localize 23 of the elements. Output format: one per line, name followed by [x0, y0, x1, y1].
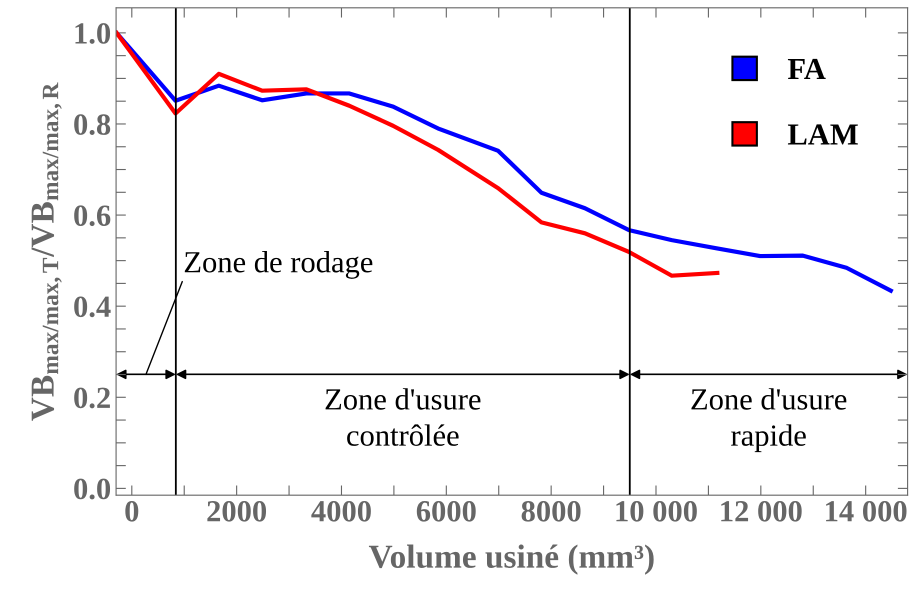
- y-tick-label: 1.0: [75, 23, 110, 44]
- x-tick-label: 2000: [207, 500, 266, 522]
- y-axis-title: VB$_{max/max,T}$/VB$_{max/max,R}$: [32, 82, 62, 421]
- annotation: Zone de rodage: [184, 251, 372, 279]
- x-tick-label: 12 000: [721, 500, 802, 522]
- x-tick-label: 4000: [311, 500, 371, 522]
- annotation: Zone d'usure contrôlée: [326, 388, 480, 446]
- y-tick-label: 0.0: [74, 478, 110, 500]
- y-tick-label: 0.6: [74, 205, 110, 226]
- legend-label: FA: [788, 58, 826, 80]
- line-series: [116, 30, 720, 278]
- x-tick-label: 0: [125, 500, 138, 522]
- y-tick-label: 0.2: [74, 388, 110, 408]
- annotation: Zone d'usure rapide: [691, 388, 846, 452]
- y-tick-label: 0.8: [74, 114, 110, 136]
- x-tick-label: 6000: [416, 500, 476, 522]
- x-tick-label: 8000: [522, 500, 581, 522]
- legend-label: LAM: [788, 124, 858, 144]
- line-series: [116, 30, 893, 293]
- x-tick-label: 14 000: [826, 500, 907, 522]
- x-axis-title: Volume usiné (mm³): [368, 544, 654, 575]
- x-tick-label: 10 000: [616, 500, 697, 522]
- y-tick-label: 0.4: [74, 296, 111, 318]
